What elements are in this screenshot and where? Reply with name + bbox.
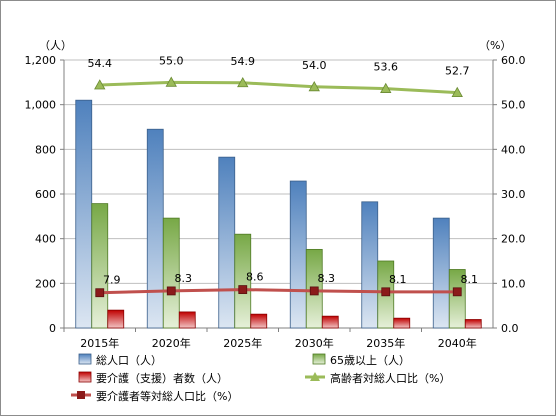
y-left-tick-label: 1,000 — [25, 99, 57, 112]
triangle-marker — [165, 76, 177, 87]
triangle-marker — [237, 76, 249, 88]
triangle-marker — [380, 82, 392, 93]
square-marker — [95, 288, 105, 298]
line-square — [99, 288, 458, 295]
y-right-tick-label: 50.0 — [501, 99, 526, 112]
x-tick-label: 2030年 — [295, 336, 334, 350]
bar-1-2020年 — [146, 128, 164, 329]
data-label: 8.1 — [461, 273, 479, 286]
x-tick-label: 2015年 — [80, 336, 119, 350]
y-right-tick-label: 60.0 — [501, 54, 526, 67]
y-left-tick-label: 1,200 — [25, 54, 57, 67]
square-marker — [309, 286, 319, 296]
data-label: 8.3 — [318, 272, 336, 285]
data-label: 8.6 — [246, 271, 264, 284]
legend-item: 要介護者等対総人口比（%） — [71, 389, 238, 403]
bar-3-2030年 — [321, 315, 339, 329]
bar-series-group — [75, 99, 482, 329]
y-right-tick-label: 0.0 — [501, 322, 519, 335]
y-left-tick-label: 600 — [35, 188, 56, 201]
data-label: 8.3 — [175, 272, 193, 285]
axes: 0 0.0 200 10.0 400 20.0 600 30.0 800 40.0 1,000 50.… — [25, 39, 526, 350]
y-left-tick-label: 0 — [49, 322, 56, 335]
y-left-tick-label: 200 — [35, 277, 56, 290]
data-label: 53.6 — [374, 61, 399, 74]
bar-2-2015年 — [91, 203, 109, 329]
legend-label: 総人口（人） — [96, 353, 162, 367]
y-right-tick-label: 40.0 — [501, 143, 526, 156]
bar-2-2020年 — [162, 217, 180, 329]
triangle-marker — [451, 86, 463, 98]
data-label: 54.4 — [88, 57, 113, 70]
bar-2-2025年 — [234, 233, 252, 329]
y-left-unit-label: （人） — [39, 39, 72, 52]
bar-3-2020年 — [178, 311, 196, 329]
legend-label: 要介護（支援）者数（人） — [96, 371, 228, 385]
bar-1-2035年 — [361, 201, 379, 329]
legend-swatch — [78, 353, 92, 365]
line-triangle — [99, 80, 458, 95]
data-label: 7.9 — [103, 274, 121, 287]
square-marker — [166, 286, 176, 296]
bar-1-2015年 — [75, 99, 93, 329]
legend-swatch — [312, 353, 326, 365]
triangle-marker — [94, 79, 106, 90]
bar-1-2040年 — [432, 217, 450, 329]
data-label: 55.0 — [159, 54, 184, 67]
data-label: 54.0 — [302, 59, 327, 72]
y-right-tick-label: 20.0 — [501, 233, 526, 246]
legend-item: 65歳以上（人） — [312, 353, 410, 367]
legend-swatch — [78, 371, 92, 383]
square-marker — [381, 287, 391, 297]
bar-3-2040年 — [464, 319, 482, 329]
bar-1-2030年 — [289, 180, 307, 329]
legend-label: 要介護者等対総人口比（%） — [96, 389, 238, 403]
square-marker — [238, 285, 248, 294]
bar-1-2025年 — [218, 156, 236, 329]
y-right-tick-label: 30.0 — [501, 188, 526, 201]
legend-item: 要介護（支援）者数（人） — [78, 371, 228, 385]
data-label: 52.7 — [445, 65, 470, 78]
bar-3-2035年 — [393, 317, 411, 329]
data-label: 8.1 — [389, 273, 407, 286]
legend-item: 総人口（人） — [78, 353, 162, 367]
legend-marker — [77, 391, 85, 399]
data-label: 54.9 — [231, 55, 256, 68]
x-tick-label: 2020年 — [152, 336, 191, 350]
gridlines — [64, 59, 493, 329]
legend-label: 高齢者対総人口比（%） — [330, 371, 450, 385]
x-tick-label: 2040年 — [438, 336, 477, 350]
bar-3-2025年 — [250, 313, 268, 329]
y-right-tick-label: 10.0 — [501, 277, 526, 290]
y-left-tick-label: 400 — [35, 233, 56, 246]
bar-3-2015年 — [107, 309, 125, 329]
y-left-tick-label: 800 — [35, 143, 56, 156]
legend-label: 65歳以上（人） — [330, 354, 410, 367]
legend: 総人口（人） 65歳以上（人） 要介護（支援）者数（人） 高齢者対総人口比（%） 要介護… — [71, 353, 450, 403]
x-tick-label: 2035年 — [366, 336, 405, 350]
legend-item: 高齢者対総人口比（%） — [305, 371, 450, 385]
x-tick-label: 2025年 — [223, 336, 262, 350]
line-series-group: 54.4 55.0 54.9 54.0 53.6 52.7 7.9 8.3 8.6 8.3 8.1 8… — [88, 54, 479, 298]
y-right-unit-label: （%） — [479, 39, 511, 52]
triangle-marker — [308, 80, 320, 92]
bar-2-2040年 — [448, 269, 466, 329]
square-marker — [452, 287, 462, 297]
legend-marker — [310, 372, 320, 381]
